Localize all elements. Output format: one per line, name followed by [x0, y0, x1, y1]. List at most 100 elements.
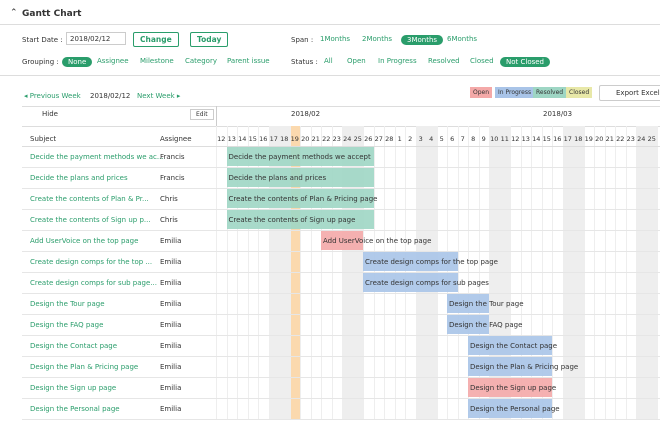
- day-label: 4: [429, 135, 434, 143]
- row-line: [22, 209, 660, 210]
- divider: [0, 75, 660, 76]
- task-assignee: Emilia: [160, 384, 182, 392]
- task-assignee: Chris: [160, 216, 178, 224]
- day-label: 7: [460, 135, 465, 143]
- nav-link[interactable]: ◂ Previous Week: [24, 92, 81, 100]
- task-subject[interactable]: Decide the payment methods we ac...: [30, 153, 164, 161]
- header-line: [22, 126, 660, 127]
- grouping-option[interactable]: None: [62, 57, 93, 67]
- row-line: [22, 314, 660, 315]
- task-bar-label: Design the Contact page: [470, 342, 558, 350]
- day-label: 27: [374, 135, 383, 143]
- button[interactable]: Today: [190, 32, 229, 47]
- day-label: 14: [238, 135, 247, 143]
- span-option[interactable]: 2Months: [362, 35, 393, 43]
- status-option[interactable]: Closed: [470, 57, 494, 65]
- day-label: 13: [227, 135, 236, 143]
- task-subject[interactable]: Decide the plans and prices: [30, 174, 128, 182]
- row-line: [22, 356, 660, 357]
- hide-button[interactable]: Hide: [42, 110, 58, 118]
- task-bar-label: Decide the payment methods we accept: [228, 153, 371, 161]
- month-label: 2018/03: [543, 110, 573, 118]
- task-bar[interactable]: [226, 147, 374, 166]
- task-bar[interactable]: [363, 273, 458, 292]
- grouping-option[interactable]: Assignee: [97, 57, 129, 65]
- task-subject[interactable]: Design the Sign up page: [30, 384, 117, 392]
- task-bar-label: Create design comps for the top page: [365, 258, 498, 266]
- day-label: 12: [217, 135, 226, 143]
- label: Span :: [291, 36, 314, 44]
- task-bar-label: Create design comps for sub pages: [365, 279, 489, 287]
- task-bar[interactable]: [468, 357, 552, 376]
- grouping-option[interactable]: Milestone: [140, 57, 174, 65]
- day-label: 6: [450, 135, 455, 143]
- task-subject[interactable]: Create the contents of Sign up p...: [30, 216, 151, 224]
- task-bar[interactable]: [226, 189, 374, 208]
- task-bar[interactable]: [321, 231, 363, 250]
- task-subject[interactable]: Create design comps for the top ...: [30, 258, 153, 266]
- button[interactable]: Change: [133, 32, 179, 47]
- task-bar-label: Create the contents of Plan & Pricing pa…: [228, 195, 378, 203]
- task-bar-label: Design the Plan & Pricing page: [470, 363, 579, 371]
- span-option[interactable]: 6Months: [447, 35, 478, 43]
- status-option[interactable]: Not Closed: [500, 57, 551, 67]
- task-assignee: Chris: [160, 195, 178, 203]
- day-label: 21: [605, 135, 614, 143]
- task-bar[interactable]: [447, 315, 489, 334]
- edit-button[interactable]: Edit: [190, 109, 214, 120]
- status-option[interactable]: All: [324, 57, 333, 65]
- task-assignee: Emilia: [160, 258, 182, 266]
- day-label: 18: [574, 135, 583, 143]
- task-bar[interactable]: [363, 252, 458, 271]
- status-option[interactable]: In Progress: [378, 57, 417, 65]
- status-option[interactable]: Resolved: [428, 57, 460, 65]
- task-subject[interactable]: Create design comps for sub page...: [30, 279, 157, 287]
- task-assignee: Emilia: [160, 321, 182, 329]
- span-option[interactable]: 3Months: [401, 35, 444, 45]
- task-bar[interactable]: [468, 336, 552, 355]
- column-header: Assignee: [160, 135, 192, 143]
- day-label: 5: [439, 135, 444, 143]
- export-button[interactable]: Export Excel: [599, 85, 660, 101]
- day-label: 15: [542, 135, 551, 143]
- day-label: 2: [408, 135, 413, 143]
- task-subject[interactable]: Design the Tour page: [30, 300, 105, 308]
- row-line: [22, 188, 660, 189]
- task-bar[interactable]: [468, 378, 552, 397]
- task-bar[interactable]: [226, 210, 374, 229]
- day-label: 16: [259, 135, 268, 143]
- day-label: 21: [311, 135, 320, 143]
- day-label: 22: [322, 135, 331, 143]
- day-label: 1: [397, 135, 402, 143]
- task-bar[interactable]: [468, 399, 552, 418]
- grouping-option[interactable]: Category: [185, 57, 217, 65]
- task-bar-label: Design the Personal page: [470, 405, 560, 413]
- task-subject[interactable]: Add UserVoice on the top page: [30, 237, 139, 245]
- task-subject[interactable]: Create the contents of Plan & Pr...: [30, 195, 149, 203]
- task-subject[interactable]: Design the Plan & Pricing page: [30, 363, 139, 371]
- status-option[interactable]: Open: [347, 57, 366, 65]
- task-assignee: Francis: [160, 174, 185, 182]
- day-label: 19: [584, 135, 593, 143]
- day-label: 14: [532, 135, 541, 143]
- day-label: 19: [290, 135, 299, 143]
- task-bar[interactable]: [447, 294, 489, 313]
- day-label: 13: [521, 135, 530, 143]
- nav-link[interactable]: Next Week ▸: [137, 92, 181, 100]
- task-subject[interactable]: Design the Personal page: [30, 405, 120, 413]
- header-line: [22, 146, 660, 147]
- day-label: 11: [500, 135, 509, 143]
- row-line: [22, 230, 660, 231]
- date-input[interactable]: 2018/02/12: [66, 32, 126, 45]
- legend-item: Closed: [566, 87, 593, 98]
- task-subject[interactable]: Design the Contact page: [30, 342, 118, 350]
- grouping-option[interactable]: Parent issue: [227, 57, 270, 65]
- row-line: [22, 419, 660, 420]
- day-label: 8: [471, 135, 476, 143]
- task-assignee: Emilia: [160, 300, 182, 308]
- task-bar[interactable]: [226, 168, 374, 187]
- legend-item: Open: [470, 87, 493, 98]
- task-subject[interactable]: Design the FAQ page: [30, 321, 104, 329]
- span-option[interactable]: 1Months: [320, 35, 351, 43]
